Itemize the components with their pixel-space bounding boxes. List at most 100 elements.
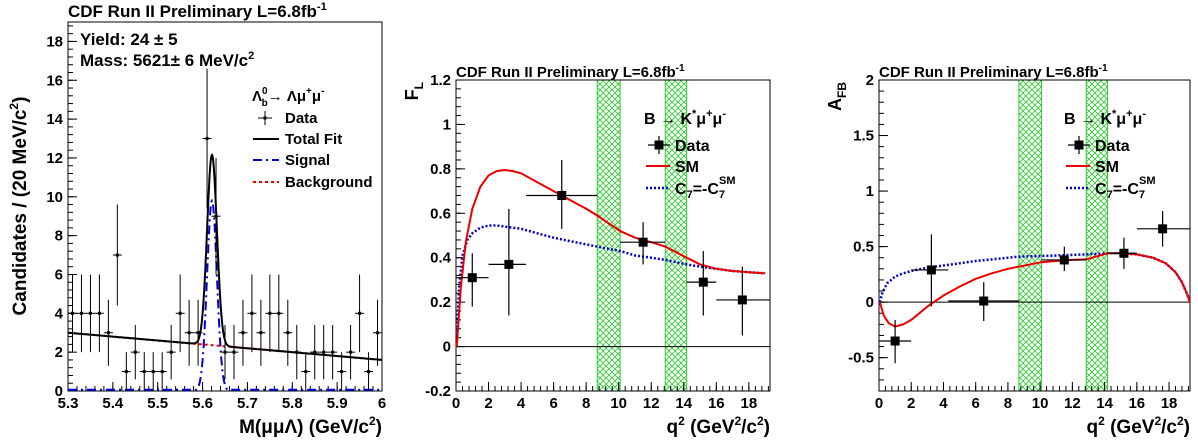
legend-label: Total Fit bbox=[285, 131, 342, 148]
lh-sup2: + bbox=[706, 108, 712, 120]
point-marker bbox=[259, 331, 263, 335]
yield-annotation: Yield: 24 ± 5 bbox=[80, 30, 178, 49]
data-point bbox=[202, 68, 212, 209]
y-tick-label: 0.8 bbox=[430, 161, 451, 178]
point-marker bbox=[638, 237, 648, 247]
data-point bbox=[328, 324, 338, 380]
point-marker bbox=[331, 350, 335, 354]
y-tick-label: 2 bbox=[55, 344, 63, 361]
point-marker bbox=[268, 311, 272, 315]
point-marker bbox=[133, 350, 137, 354]
data-point bbox=[193, 299, 203, 366]
y-tick-label: 0.6 bbox=[430, 205, 451, 222]
point-marker bbox=[79, 311, 83, 315]
xlabel-close: ) bbox=[764, 417, 770, 438]
point-marker bbox=[196, 331, 200, 335]
title-sup: -1 bbox=[676, 63, 685, 74]
data-point bbox=[103, 299, 113, 366]
c7-sub2: 7 bbox=[1139, 189, 1145, 201]
point-marker bbox=[890, 336, 900, 346]
point-marker bbox=[979, 296, 989, 306]
legend-entry: Background bbox=[253, 174, 373, 191]
c7-sup: SM bbox=[1139, 175, 1156, 187]
legend-label: C7=-C7SM bbox=[1095, 175, 1156, 201]
data-point bbox=[1041, 246, 1087, 272]
xlabel-gev: (GeV bbox=[1105, 417, 1155, 438]
point-marker bbox=[349, 350, 353, 354]
lh-sup: * bbox=[692, 108, 697, 120]
y-axis-label: AFB bbox=[825, 82, 849, 111]
point-marker bbox=[214, 214, 218, 218]
data-point bbox=[292, 324, 302, 380]
legend-data-marker bbox=[1074, 140, 1084, 150]
legend-entry: Data bbox=[258, 110, 318, 127]
legend-label: SM bbox=[1095, 159, 1119, 176]
x-tick-label: 10 bbox=[610, 395, 627, 412]
xlabel-end: ) bbox=[376, 417, 382, 438]
c7-a: C bbox=[1095, 181, 1107, 198]
legend-entry: C7=-C7SM bbox=[1066, 175, 1156, 201]
xlabel-sup: 2 bbox=[369, 414, 376, 428]
chart-title: CDF Run II Preliminary L=6.8fb-1 bbox=[456, 63, 685, 81]
ylabel-text: A bbox=[825, 98, 845, 111]
point-marker bbox=[367, 370, 371, 374]
legend-entry: Data bbox=[648, 136, 710, 155]
data-point bbox=[184, 299, 194, 366]
x-tick-label: 16 bbox=[708, 395, 725, 412]
legend-entry: Signal bbox=[253, 152, 330, 169]
x-tick-label: 18 bbox=[1161, 395, 1178, 412]
c7-a: C bbox=[675, 181, 687, 198]
data-point bbox=[85, 274, 95, 353]
data-point bbox=[256, 299, 266, 366]
point-marker bbox=[241, 331, 245, 335]
title-text: CDF Run II Preliminary L=6.8fb bbox=[68, 2, 317, 21]
data-point bbox=[157, 352, 167, 391]
data-point bbox=[686, 251, 717, 316]
x-tick-label: 8 bbox=[582, 395, 590, 412]
y-tick-label: 6 bbox=[55, 266, 63, 283]
x-tick-label: 5.9 bbox=[327, 395, 348, 412]
x-axis-label: M(μμΛ) (GeV/c2) bbox=[239, 414, 382, 438]
title-sup: -1 bbox=[1099, 63, 1108, 74]
point-marker bbox=[88, 311, 92, 315]
point-marker bbox=[223, 350, 227, 354]
x-tick-label: 4 bbox=[939, 395, 948, 412]
data-point bbox=[620, 222, 666, 265]
point-marker bbox=[698, 277, 708, 287]
x-tick-label: 5.8 bbox=[282, 395, 303, 412]
data-point bbox=[1136, 211, 1190, 247]
data-point bbox=[364, 352, 374, 391]
x-axis-label: q2 (GeV2/c2) bbox=[667, 414, 770, 438]
data-point bbox=[175, 274, 185, 353]
legend-label: Background bbox=[285, 174, 373, 191]
lh-sup3: - bbox=[321, 86, 324, 97]
point-marker bbox=[250, 311, 254, 315]
point-marker bbox=[124, 370, 128, 374]
y-tick-label: 1.2 bbox=[430, 72, 451, 89]
y-axis-label: Candidates / (20 MeV/c2) bbox=[7, 97, 31, 316]
point-marker bbox=[322, 350, 326, 354]
legend-label: Data bbox=[285, 110, 318, 127]
xlabel-gev: (GeV bbox=[685, 417, 735, 438]
lh-c: μ bbox=[1133, 111, 1143, 128]
y-axis-label: FL bbox=[402, 82, 426, 100]
point-marker bbox=[1119, 248, 1129, 258]
xlabel-sup3: 2 bbox=[1177, 414, 1184, 428]
x-tick-label: 4 bbox=[517, 395, 526, 412]
data-point bbox=[879, 319, 912, 364]
x-tick-label: 6 bbox=[549, 395, 557, 412]
point-marker bbox=[926, 265, 936, 275]
x-tick-label: 5.5 bbox=[147, 395, 168, 412]
legend-label: SM bbox=[675, 159, 699, 176]
y-tick-label: 14 bbox=[46, 111, 63, 128]
legend-entry: C7=-C7SM bbox=[646, 175, 736, 201]
legend-label: Data bbox=[1095, 138, 1130, 155]
c7-sub: 7 bbox=[687, 189, 693, 201]
lh-b: μ bbox=[696, 111, 706, 128]
point-marker bbox=[178, 311, 182, 315]
data-point bbox=[283, 299, 293, 366]
data-point bbox=[337, 352, 347, 391]
y-tick-label: 1 bbox=[443, 116, 451, 133]
legend-label: Data bbox=[675, 138, 710, 155]
